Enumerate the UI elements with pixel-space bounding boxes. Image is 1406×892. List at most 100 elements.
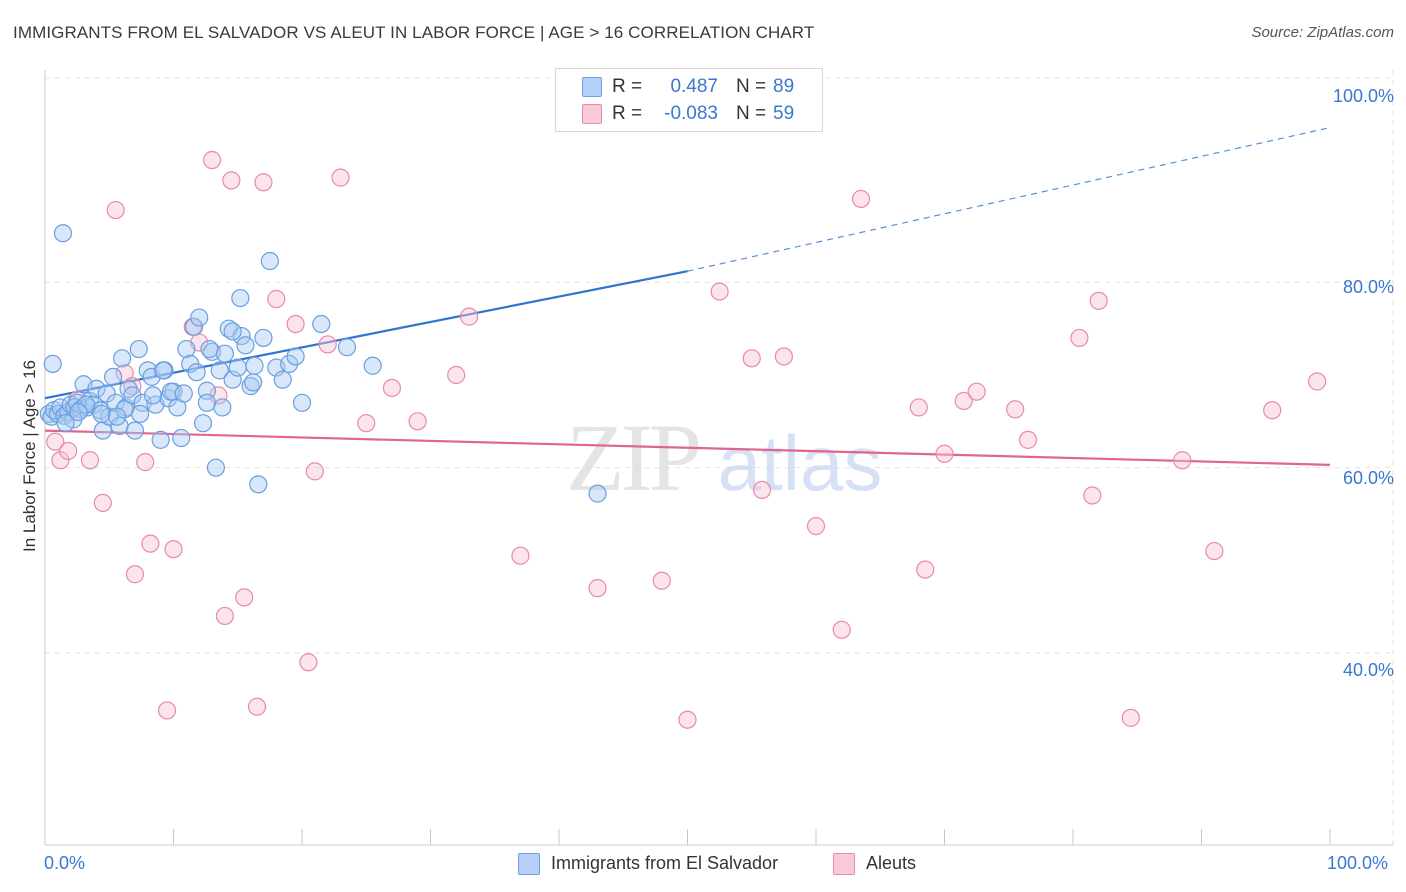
el-salvador-point <box>206 458 226 477</box>
legend-r-label: R = <box>612 76 643 97</box>
el-salvador-point <box>53 224 73 243</box>
el-salvador-point <box>125 421 145 440</box>
el-salvador-point <box>213 398 232 417</box>
el-salvador-point <box>223 370 242 389</box>
el-salvador-point <box>112 349 132 368</box>
aleuts-point <box>851 189 871 209</box>
el-salvador-point <box>231 288 250 308</box>
chart-title: IMMIGRANTS FROM EL SALVADOR VS ALEUT IN … <box>13 23 815 42</box>
aleuts-point <box>806 516 826 536</box>
correlation-legend: R = 0.487 N = 89 R = -0.083 N = 59 <box>555 68 823 132</box>
axes <box>44 70 1393 846</box>
el-salvador-point <box>193 414 213 433</box>
aleuts-point <box>331 168 350 187</box>
el-salvador-point <box>56 414 75 433</box>
el-salvador-point <box>197 393 217 412</box>
bottom-legend-el-salvador[interactable]: Immigrants from El Salvador <box>518 852 818 876</box>
legend-n-value: 89 <box>773 76 795 97</box>
y-axis-label: In Labor Force | Age > 16 <box>20 359 39 553</box>
el-salvador-point <box>104 367 123 386</box>
el-salvador-point <box>249 475 268 494</box>
aleuts-point <box>247 697 267 716</box>
el-salvador-point <box>232 326 251 346</box>
el-salvador-point <box>363 356 382 375</box>
x-tick-max: 100.0% <box>1327 853 1389 873</box>
aleuts-point <box>1205 541 1224 561</box>
aleuts-point <box>1018 430 1038 449</box>
legend-label-aleuts: Aleuts <box>866 853 917 873</box>
el-salvador-point <box>280 354 299 373</box>
aleuts-point <box>357 414 376 433</box>
aleuts-point <box>80 451 100 470</box>
aleuts-point <box>459 307 479 326</box>
el-salvador-point <box>215 344 234 363</box>
el-salvador-point <box>69 402 88 422</box>
legend-n-label: N = <box>736 103 767 124</box>
el-salvador-point <box>588 484 607 503</box>
aleuts-point <box>305 462 324 481</box>
el-salvador-point <box>177 339 196 359</box>
aleuts-point <box>1089 291 1108 310</box>
legend-r-value: 0.487 <box>670 76 718 97</box>
el-salvador-point <box>172 428 191 448</box>
el-salvador-point <box>106 393 125 412</box>
watermark: ZIP atlas <box>566 404 882 511</box>
source-label: Source: ZipAtlas.com <box>1251 24 1394 41</box>
aleuts-point <box>59 441 78 461</box>
aleuts-point <box>1263 401 1282 420</box>
aleuts-point <box>916 560 935 579</box>
trend-lines <box>44 126 1331 466</box>
legend-n-value: 59 <box>773 103 795 124</box>
el-salvador-point <box>260 251 279 271</box>
el-salvador-point <box>273 370 292 389</box>
aleuts-point <box>408 412 427 431</box>
watermark-atlas: atlas <box>718 419 883 507</box>
legend-row-aleuts: R = -0.083 N = 59 <box>556 101 822 127</box>
el-salvador-point <box>87 379 106 398</box>
aleuts-point <box>222 171 241 190</box>
el-salvador-point <box>244 373 263 392</box>
el-salvador-trend-line <box>44 270 688 400</box>
el-salvador-point <box>190 308 209 327</box>
aleuts-point <box>318 335 337 354</box>
aleuts-point <box>164 540 183 559</box>
aleuts-point <box>1173 451 1192 470</box>
el-salvador-point <box>129 339 148 359</box>
y-tick-100: 100.0% <box>1332 86 1394 106</box>
aleuts-point <box>93 493 112 512</box>
aleuts-point <box>254 173 273 192</box>
aleuts-point <box>382 378 402 398</box>
el-salvador-point <box>223 322 242 341</box>
aleuts-point <box>935 444 954 463</box>
aleuts-point <box>235 588 254 607</box>
aleuts-point <box>954 391 973 411</box>
aleuts-point <box>1070 328 1089 348</box>
el-salvador-points <box>39 224 607 503</box>
legend-row-el-salvador: R = 0.487 N = 89 <box>556 74 822 100</box>
aleuts-point <box>511 546 530 565</box>
aleuts-point <box>157 701 177 720</box>
el-salvador-point <box>228 358 247 377</box>
aleuts-point <box>742 349 761 368</box>
el-salvador-point <box>143 386 163 405</box>
legend-r-label: R = <box>612 103 643 124</box>
legend-swatch-blue <box>582 77 602 97</box>
bottom-legend-aleuts[interactable]: Aleuts <box>833 852 953 876</box>
legend-r-value: -0.083 <box>664 103 718 124</box>
el-salvador-point <box>130 404 150 424</box>
el-salvador-point <box>43 354 62 373</box>
aleuts-point <box>588 579 607 598</box>
legend-label-el-salvador: Immigrants from El Salvador <box>551 853 779 873</box>
aleuts-point <box>652 571 671 590</box>
el-salvador-trend-extension <box>687 126 1331 272</box>
el-salvador-point <box>187 363 206 382</box>
aleuts-point <box>1121 708 1140 727</box>
el-salvador-point <box>210 361 229 380</box>
aleuts-trend-line <box>44 429 1331 466</box>
legend-n-label: N = <box>736 76 767 97</box>
el-salvador-point <box>337 338 357 357</box>
aleuts-point <box>774 347 793 366</box>
aleuts-point <box>141 534 160 553</box>
aleuts-point <box>447 365 466 385</box>
